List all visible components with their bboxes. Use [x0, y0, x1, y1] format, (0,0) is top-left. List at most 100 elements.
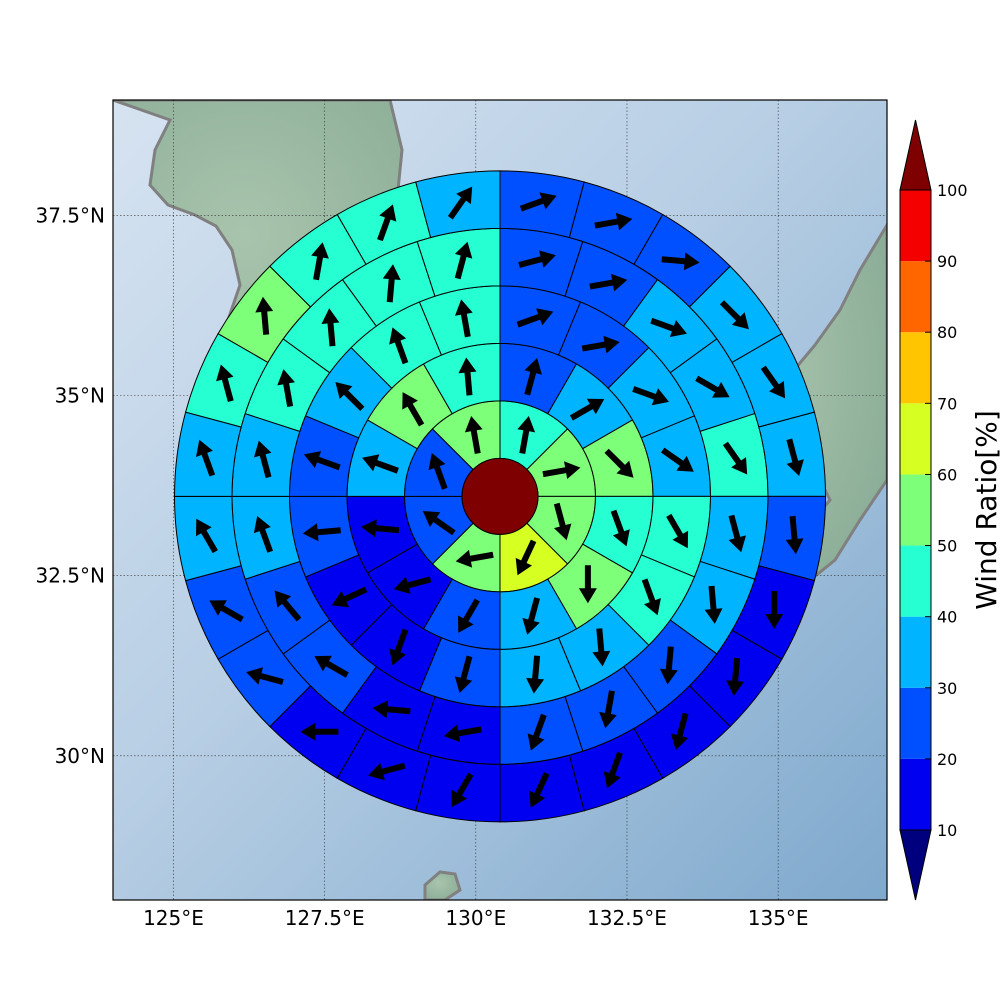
wind-arrow	[599, 690, 617, 729]
colorbar-segment	[900, 687, 931, 759]
wind-arrow	[314, 655, 349, 678]
colorbar-tick-label: 80	[937, 323, 957, 342]
polar-wind-grid	[173, 170, 827, 823]
wind-arrow	[451, 772, 474, 808]
wind-arrow	[303, 451, 341, 471]
lat-tick-label: 37.5°N	[36, 203, 106, 227]
wind-arrow	[254, 440, 272, 479]
colorbar-tick-label: 60	[937, 465, 957, 484]
colorbar-outline	[899, 189, 932, 831]
wind-arrow	[458, 357, 477, 396]
colorbar-tick-label: 90	[937, 252, 957, 271]
wind-arrow	[659, 646, 678, 685]
wind-arrow	[277, 369, 295, 407]
wind-arrow	[368, 762, 406, 781]
wind-arrow	[393, 576, 432, 594]
wind-arrow	[581, 335, 620, 354]
map-frame	[112, 99, 888, 901]
lat-tick-label: 30°N	[55, 744, 105, 768]
wind-arrow	[524, 358, 542, 396]
wind-arrow	[300, 722, 339, 741]
wind-arrow	[196, 518, 218, 554]
map-plot-area	[112, 99, 888, 901]
colorbar-tick-label: 100	[937, 181, 968, 200]
wind-arrows	[196, 186, 804, 808]
wind-arrow	[422, 511, 456, 536]
wind-arrow	[246, 667, 284, 685]
wind-arrow	[785, 515, 804, 555]
wind-arrow	[302, 523, 341, 542]
wind-arrow	[594, 212, 633, 231]
lat-tick-label: 32.5°N	[36, 564, 106, 588]
colorbar: 10 20 30 40 50 60 70 80 90 100	[899, 119, 968, 901]
wind-arrow	[542, 461, 581, 479]
wind-arrow	[604, 448, 634, 478]
wind-arrow	[361, 519, 400, 538]
wind-arrow	[760, 365, 786, 399]
wind-arrow	[377, 204, 397, 242]
wind-arrow	[458, 598, 480, 633]
wind-arrow	[209, 600, 244, 623]
lon-tick-label: 132.5°E	[587, 906, 667, 930]
wind-arrow	[516, 308, 554, 328]
center-cell	[461, 457, 539, 535]
wind-arrow	[578, 565, 597, 604]
colorbar-segment	[900, 545, 931, 617]
colorbar-tick-label: 20	[937, 750, 957, 769]
wind-arrow	[632, 386, 669, 406]
wind-arrow	[765, 591, 784, 629]
wind-arrow	[589, 273, 628, 292]
wind-arrow	[515, 539, 537, 576]
southern-island	[423, 870, 462, 900]
wind-arrow	[274, 590, 302, 622]
wind-arrow	[666, 513, 689, 549]
wind-arrow	[389, 327, 409, 365]
wind-arrow	[428, 453, 448, 490]
colorbar-segment	[900, 616, 931, 688]
wind-arrow	[528, 772, 550, 808]
colorbar-tick-label: 30	[937, 679, 957, 698]
wind-arrow	[455, 299, 473, 338]
wind-arrow	[592, 628, 611, 667]
colorbar-segment	[900, 190, 931, 262]
wind-arrow	[661, 447, 694, 472]
colorbar-tick-label: 50	[937, 537, 957, 556]
colorbar-segment	[900, 261, 931, 333]
wind-arrow	[372, 700, 411, 719]
wind-arrow	[610, 509, 630, 547]
wind-arrow	[641, 578, 661, 616]
colorbar-label: Wind Ratio[%]	[970, 410, 1000, 610]
wind-arrow	[447, 186, 473, 220]
wind-arrow	[454, 655, 473, 693]
wind-arrow	[526, 655, 545, 694]
wind-arrow	[196, 439, 216, 477]
wind-arrow	[382, 264, 401, 303]
longitude-tick-labels: 125°E 127.5°E 130°E 132.5°E 135°E	[143, 906, 809, 930]
wind-arrow	[517, 416, 536, 454]
lon-tick-label: 130°E	[445, 906, 506, 930]
wind-arrow	[311, 242, 329, 281]
wind-arrow	[650, 317, 687, 337]
latitude-tick-labels: 37.5°N 35°N 32.5°N 30°N	[36, 203, 106, 768]
wind-arrow	[321, 308, 340, 347]
wind-arrow	[362, 454, 399, 474]
lon-tick-label: 125°E	[143, 906, 204, 930]
wind-arrow	[704, 585, 723, 624]
wind-arrow	[522, 597, 540, 635]
wind-arrow	[719, 300, 749, 330]
wind-arrow	[335, 382, 365, 411]
wind-arrow	[519, 192, 557, 212]
wind-arrow	[661, 252, 700, 271]
lat-tick-label: 35°N	[55, 383, 105, 407]
wind-arrow	[255, 296, 274, 335]
wind-arrow	[454, 241, 473, 280]
wind-arrow	[455, 549, 494, 568]
wind-arrow	[443, 724, 482, 743]
wind-arrow	[402, 392, 425, 427]
wind-arrow	[728, 514, 746, 553]
wind-arrow	[216, 364, 234, 402]
wind-arrow	[389, 628, 409, 666]
colorbar-segment	[900, 758, 931, 830]
colorbar-segment	[900, 403, 931, 475]
